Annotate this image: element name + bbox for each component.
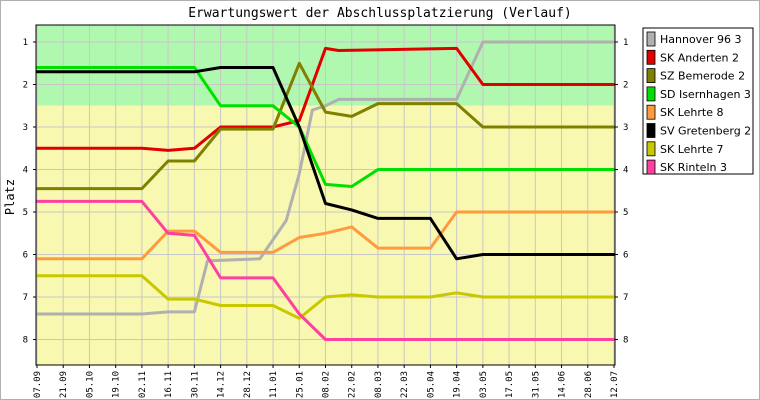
legend-swatch-0 bbox=[646, 31, 656, 47]
x-tick-label-0: 07.09 bbox=[33, 371, 43, 398]
y-tick-label-left-8: 8 bbox=[23, 336, 28, 346]
series-line-7 bbox=[35, 199, 616, 341]
legend: Hannover 96 3 SK Anderten 2 SZ Bemerode 2 S… bbox=[642, 27, 754, 175]
x-tick-label-4: 02.11 bbox=[138, 371, 148, 398]
x-tick-label-11: 08.02 bbox=[322, 371, 332, 398]
x-tick-label-13: 08.03 bbox=[374, 371, 384, 398]
legend-label-5: SV Gretenberg 2 bbox=[660, 125, 751, 138]
y-tick-label-left-5: 5 bbox=[23, 208, 28, 218]
x-tick-label-20: 14.06 bbox=[558, 371, 568, 398]
series-line-0 bbox=[35, 40, 616, 316]
y-tick-label-left-1: 1 bbox=[23, 38, 28, 48]
x-tick-label-7: 14.12 bbox=[217, 371, 227, 398]
x-tick-label-8: 28.12 bbox=[243, 371, 253, 398]
legend-label-2: SZ Bemerode 2 bbox=[660, 70, 745, 83]
y-tick-label-right-4: 4 bbox=[623, 166, 628, 176]
y-tick-label-right-5: 5 bbox=[623, 208, 628, 218]
y-tick-label-left-2: 2 bbox=[23, 81, 28, 91]
x-tick-label-16: 19.04 bbox=[453, 371, 463, 398]
y-tick-label-left-3: 3 bbox=[23, 123, 28, 133]
legend-box bbox=[642, 27, 754, 175]
legend-label-3: SD Isernhagen 3 bbox=[660, 88, 751, 101]
x-tick-label-2: 05.10 bbox=[85, 371, 95, 398]
x-tick-label-3: 19.10 bbox=[112, 371, 122, 398]
legend-label-4: SK Lehrte 8 bbox=[660, 106, 723, 119]
x-tick-label-21: 28.06 bbox=[584, 371, 594, 398]
legend-label-0: Hannover 96 3 bbox=[660, 33, 741, 46]
series-line-6 bbox=[35, 274, 616, 320]
y-tick-label-right-3: 3 bbox=[623, 123, 628, 133]
x-tick-label-14: 22.03 bbox=[400, 371, 410, 398]
x-tick-label-12: 22.02 bbox=[348, 371, 358, 398]
chart-title: Erwartungswert der Abschlussplatzierung … bbox=[188, 6, 572, 21]
axes-layer: 1 1 2 2 3 3 4 4 5 5 6 6 7 7 8 8 07.09 21.09 05.10 19.10 02.1… bbox=[23, 24, 628, 398]
x-tick-label-9: 11.01 bbox=[269, 371, 279, 398]
legend-swatch-1 bbox=[646, 49, 656, 65]
legend-swatch-7 bbox=[646, 159, 656, 175]
legend-swatch-6 bbox=[646, 141, 656, 157]
x-tick-label-5: 16.11 bbox=[164, 371, 174, 398]
legend-label-7: SK Rinteln 3 bbox=[660, 161, 727, 174]
legend-swatch-3 bbox=[646, 86, 656, 102]
legend-swatch-5 bbox=[646, 123, 656, 138]
x-tick-label-6: 30.11 bbox=[190, 371, 200, 398]
series-line-2 bbox=[35, 61, 616, 191]
legend-label-6: SK Lehrte 7 bbox=[660, 143, 723, 156]
x-tick-label-1: 21.09 bbox=[59, 371, 69, 398]
series-line-5 bbox=[35, 66, 616, 261]
x-tick-label-17: 03.05 bbox=[479, 371, 489, 398]
x-tick-label-15: 05.04 bbox=[426, 371, 436, 398]
x-tick-label-19: 31.05 bbox=[531, 371, 541, 398]
y-tick-label-right-1: 1 bbox=[623, 38, 628, 48]
legend-swatch-2 bbox=[646, 68, 656, 83]
legend-label-1: SK Anderten 2 bbox=[660, 51, 739, 64]
y-tick-label-left-4: 4 bbox=[23, 166, 28, 176]
y-axis-label: Platz bbox=[3, 179, 17, 215]
x-tick-label-18: 17.05 bbox=[505, 371, 515, 398]
y-tick-label-right-6: 6 bbox=[623, 251, 628, 261]
y-tick-label-right-2: 2 bbox=[623, 81, 628, 91]
y-tick-label-right-7: 7 bbox=[623, 293, 628, 303]
legend-swatch-4 bbox=[646, 104, 656, 120]
y-tick-label-left-6: 6 bbox=[23, 251, 28, 261]
x-tick-label-22: 12.07 bbox=[610, 371, 620, 398]
series-line-1 bbox=[35, 46, 616, 152]
y-tick-label-left-7: 7 bbox=[23, 293, 28, 303]
series-layer bbox=[35, 40, 616, 341]
x-tick-label-10: 25.01 bbox=[295, 371, 305, 398]
y-tick-label-right-8: 8 bbox=[623, 336, 628, 346]
